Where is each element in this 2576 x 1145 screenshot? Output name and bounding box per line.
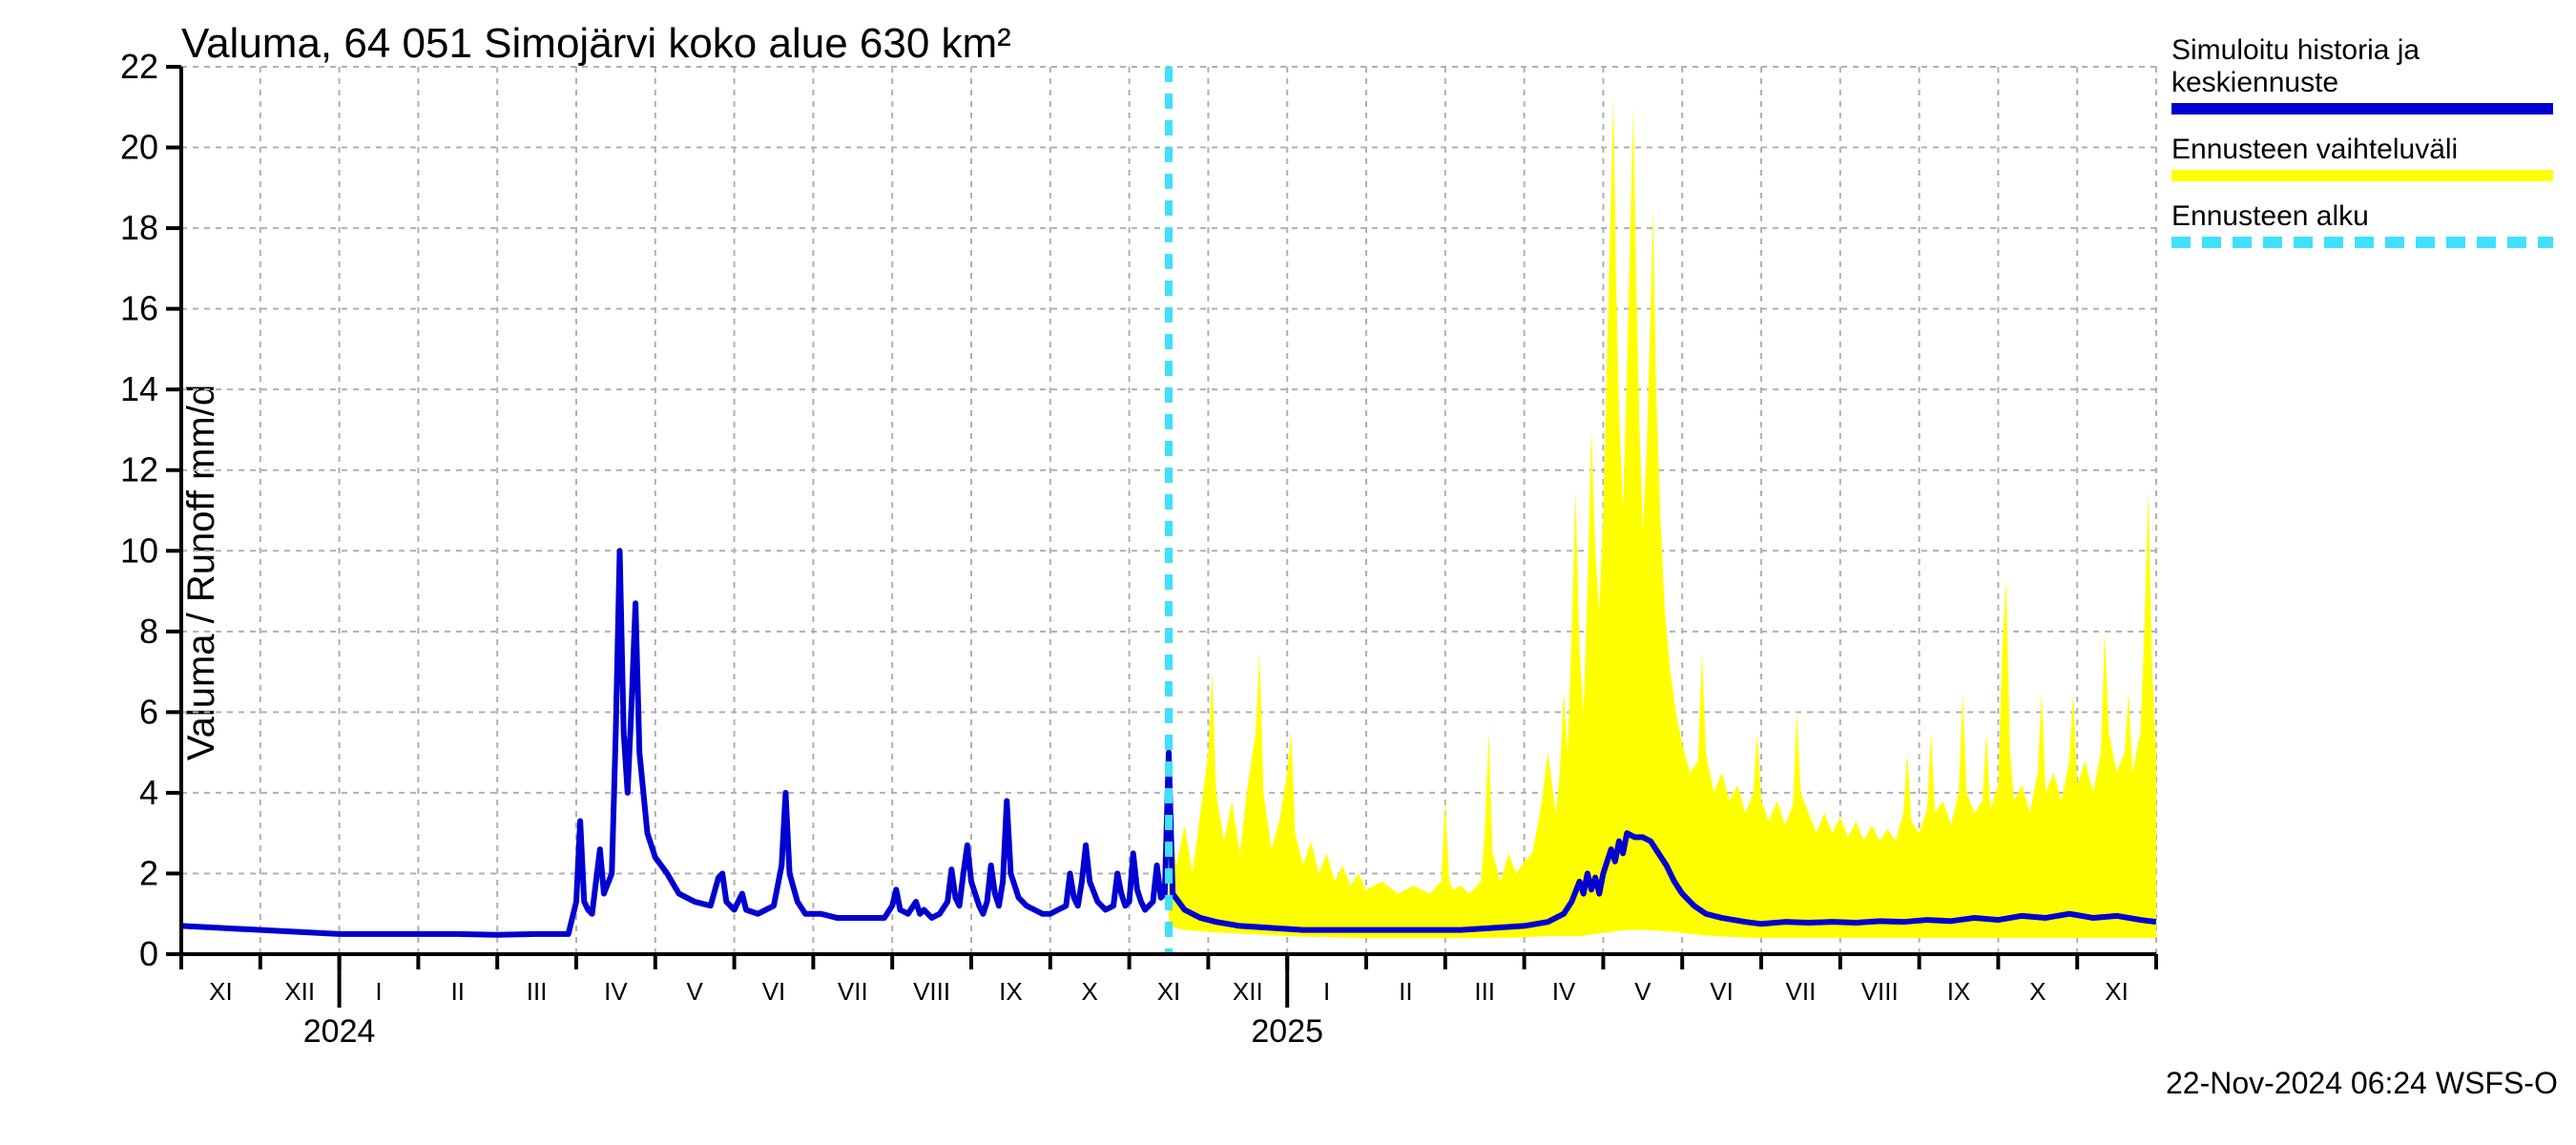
- svg-text:XII: XII: [284, 977, 315, 1006]
- svg-text:IV: IV: [1552, 977, 1576, 1006]
- svg-text:6: 6: [139, 692, 158, 731]
- svg-text:0: 0: [139, 934, 158, 973]
- svg-text:VIII: VIII: [1861, 977, 1899, 1006]
- svg-text:IV: IV: [604, 977, 628, 1006]
- svg-text:14: 14: [120, 369, 158, 408]
- svg-text:III: III: [527, 977, 548, 1006]
- svg-text:X: X: [1082, 977, 1098, 1006]
- svg-text:VI: VI: [762, 977, 786, 1006]
- svg-text:12: 12: [120, 450, 158, 489]
- svg-text:X: X: [2029, 977, 2046, 1006]
- svg-text:IX: IX: [999, 977, 1023, 1006]
- svg-text:IX: IX: [1947, 977, 1971, 1006]
- svg-text:II: II: [451, 977, 465, 1006]
- svg-text:18: 18: [120, 208, 158, 247]
- svg-text:V: V: [687, 977, 704, 1006]
- svg-text:VI: VI: [1710, 977, 1734, 1006]
- svg-text:XI: XI: [1157, 977, 1181, 1006]
- svg-text:10: 10: [120, 531, 158, 570]
- svg-text:I: I: [1323, 977, 1330, 1006]
- svg-text:III: III: [1474, 977, 1495, 1006]
- svg-text:22: 22: [120, 47, 158, 86]
- svg-text:4: 4: [139, 773, 158, 812]
- svg-text:I: I: [375, 977, 382, 1006]
- svg-text:20: 20: [120, 128, 158, 167]
- svg-text:XI: XI: [209, 977, 233, 1006]
- svg-text:16: 16: [120, 289, 158, 328]
- svg-text:2025: 2025: [1251, 1013, 1323, 1050]
- svg-text:VIII: VIII: [913, 977, 950, 1006]
- svg-text:II: II: [1399, 977, 1412, 1006]
- chart-svg: 0246810121416182022XIXIIIIIIIIIVVVIVIIVI…: [0, 0, 2576, 1145]
- svg-text:2: 2: [139, 853, 158, 892]
- svg-text:V: V: [1634, 977, 1652, 1006]
- svg-text:2024: 2024: [303, 1013, 376, 1050]
- svg-text:VII: VII: [838, 977, 868, 1006]
- svg-text:XI: XI: [2105, 977, 2129, 1006]
- svg-text:VII: VII: [1786, 977, 1817, 1006]
- svg-text:XII: XII: [1233, 977, 1263, 1006]
- svg-text:8: 8: [139, 612, 158, 651]
